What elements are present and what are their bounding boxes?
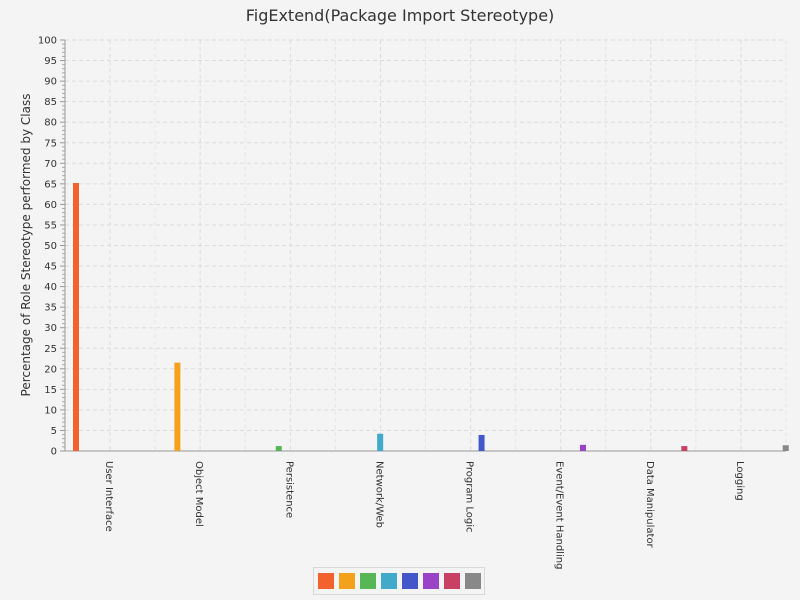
legend-swatch xyxy=(443,573,460,589)
chart-title: FigExtend(Package Import Stereotype) xyxy=(245,6,555,25)
x-tick-label: Network/Web xyxy=(373,461,384,528)
bar xyxy=(275,446,282,451)
bar xyxy=(782,445,789,451)
x-tick-label: Program Logic xyxy=(464,461,475,533)
y-tick-label: 55 xyxy=(44,220,57,231)
y-tick-label: 60 xyxy=(44,200,57,211)
x-tick-label: Logging xyxy=(734,461,745,501)
legend-swatch xyxy=(317,573,334,589)
bar xyxy=(174,362,181,451)
y-tick-label: 15 xyxy=(44,385,57,396)
x-tick-label: User Interface xyxy=(103,461,114,532)
axes xyxy=(60,39,786,452)
y-tick-label: 10 xyxy=(44,405,57,416)
grid-lines xyxy=(65,39,787,451)
bar xyxy=(579,444,586,451)
legend xyxy=(313,567,485,595)
y-tick-label: 25 xyxy=(44,344,57,355)
x-tick-label: Event/Event Handling xyxy=(554,461,565,569)
y-tick-label: 90 xyxy=(44,77,57,88)
y-tick-label: 50 xyxy=(44,241,57,252)
x-tick-label: Persistence xyxy=(283,461,294,518)
y-tick-label: 75 xyxy=(44,138,57,149)
legend-swatch xyxy=(380,573,397,589)
y-tick-label: 0 xyxy=(51,447,57,458)
y-tick-label: 65 xyxy=(44,179,57,190)
x-tick-label: Data Manipulator xyxy=(644,461,655,549)
y-tick-label: 70 xyxy=(44,159,57,170)
y-tick-label: 85 xyxy=(44,97,57,108)
bar xyxy=(73,183,79,451)
tick-labels: 0 5 10 15 20 25 30 35 40 45 50 55 60 65 70 75 80 85 90 95 10… xyxy=(38,36,745,570)
bar xyxy=(377,433,384,451)
y-tick-label: 30 xyxy=(44,323,57,334)
legend-swatch xyxy=(338,573,355,589)
legend-swatch xyxy=(464,573,481,589)
y-tick-label: 80 xyxy=(44,118,57,129)
x-tick-label: Object Model xyxy=(193,461,204,527)
bar xyxy=(681,446,688,451)
y-tick-label: 35 xyxy=(44,303,57,314)
bars xyxy=(73,183,789,451)
y-tick-label: 100 xyxy=(38,36,57,47)
y-tick-label: 40 xyxy=(44,282,57,293)
y-tick-label: 95 xyxy=(44,56,57,67)
legend-swatch xyxy=(401,573,418,589)
y-tick-label: 45 xyxy=(44,262,57,273)
y-tick-label: 5 xyxy=(51,426,57,437)
y-tick-label: 20 xyxy=(44,364,57,375)
legend-swatch xyxy=(359,573,376,589)
legend-swatch xyxy=(422,573,439,589)
bar xyxy=(478,434,485,451)
